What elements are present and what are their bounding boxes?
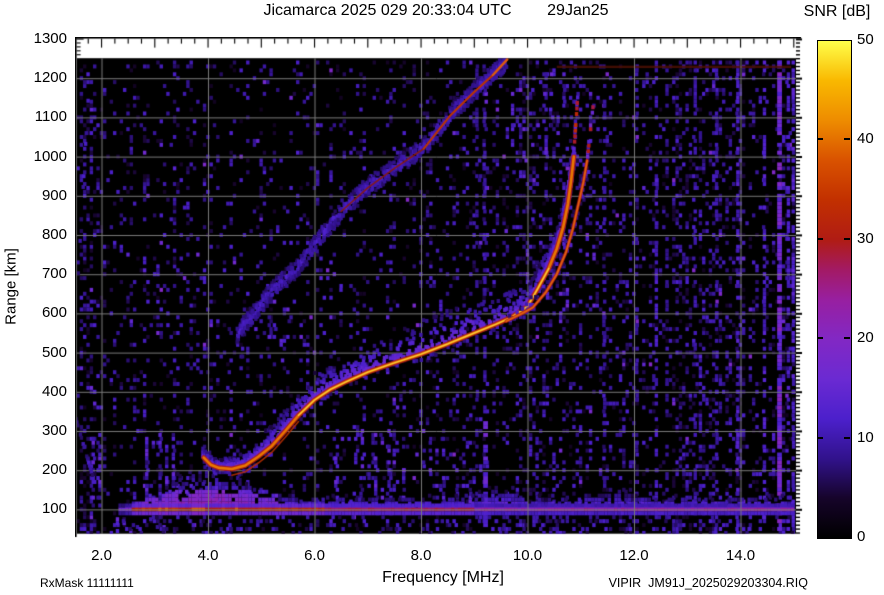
x-axis-label: Frequency [MHz] <box>382 569 504 586</box>
ionogram-plot-canvas <box>75 37 805 540</box>
rx-mask-label: RxMask 11111111 <box>40 576 134 590</box>
y-tick-label: 900 <box>41 186 67 204</box>
colorbar-tick-label: 30 <box>857 229 874 247</box>
colorbar-tick-label: 20 <box>857 329 874 347</box>
plot-title: Jicamarca 2025 029 20:33:04 UTC 29Jan25 <box>263 2 609 19</box>
colorbar-tick-label: 0 <box>857 528 866 545</box>
colorbar-tick-mark <box>844 337 850 340</box>
y-tick-label: 500 <box>41 343 67 361</box>
y-axis-label: Range [km] <box>2 248 20 325</box>
colorbar-tick-mark <box>844 138 850 141</box>
x-tick-label: 8.0 <box>410 547 432 564</box>
y-tick-label: 600 <box>41 304 67 322</box>
x-tick-label: 12.0 <box>619 547 649 564</box>
y-tick-label: 700 <box>41 265 67 283</box>
colorbar-tick-mark <box>817 237 823 240</box>
y-tick-label: 400 <box>41 382 67 400</box>
colorbar-tick-label: 40 <box>857 130 874 148</box>
y-tick-label: 200 <box>41 461 67 479</box>
y-tick-label: 1300 <box>33 30 67 47</box>
y-tick-label: 1000 <box>33 147 67 165</box>
x-tick-label: 2.0 <box>91 547 112 564</box>
x-tick-label: 14.0 <box>725 547 756 564</box>
colorbar <box>817 40 852 539</box>
colorbar-tick-mark <box>817 138 823 141</box>
colorbar-tick-mark <box>844 436 850 439</box>
data-file-label: VIPIR JM91J_2025029203304.RIQ <box>608 576 808 590</box>
colorbar-tick-mark <box>817 337 823 340</box>
x-tick-label: 6.0 <box>304 547 325 564</box>
colorbar-tick-mark <box>817 436 823 439</box>
colorbar-tick-label: 50 <box>857 31 874 48</box>
colorbar-tick-label: 10 <box>857 428 874 446</box>
y-tick-label: 300 <box>41 422 67 439</box>
x-tick-label: 4.0 <box>197 547 219 564</box>
y-tick-label: 1200 <box>33 69 67 87</box>
y-tick-label: 800 <box>41 226 67 243</box>
colorbar-tick-mark <box>844 237 850 240</box>
x-tick-label: 10.0 <box>512 547 543 564</box>
y-tick-label: 100 <box>41 500 67 518</box>
y-tick-label: 1100 <box>34 108 67 126</box>
colorbar-title: SNR [dB] <box>803 3 871 20</box>
